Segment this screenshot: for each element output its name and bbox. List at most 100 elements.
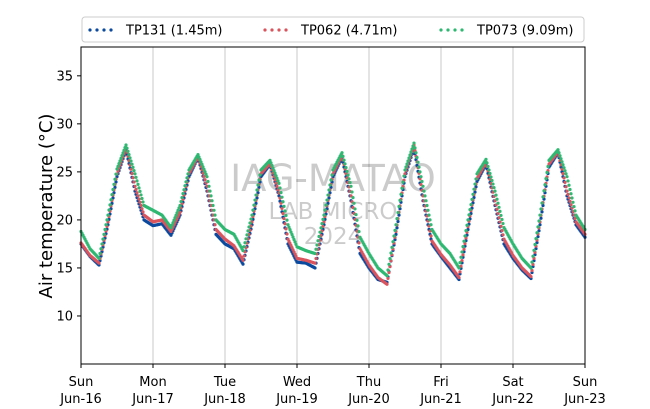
legend-marker (460, 28, 464, 32)
data-point (570, 196, 574, 200)
data-point (118, 159, 122, 163)
legend-marker (102, 28, 106, 32)
data-point (393, 228, 397, 232)
data-point (538, 213, 542, 217)
data-point (131, 165, 135, 169)
data-point (566, 179, 570, 183)
data-point (573, 209, 577, 213)
x-tick-label: Jun-17 (131, 392, 174, 407)
x-tick-day: Sat (502, 375, 523, 390)
data-point (323, 208, 327, 212)
y-axis-title: Air temperature (°C) (36, 114, 57, 299)
data-point (209, 194, 213, 198)
data-point (203, 178, 207, 182)
data-point (567, 183, 571, 187)
data-point (115, 167, 119, 171)
data-point (138, 189, 142, 194)
data-point (402, 174, 406, 178)
data-point (345, 169, 349, 173)
y-tick-label: 30 (56, 117, 73, 132)
data-point (176, 208, 180, 213)
data-point (204, 172, 208, 176)
data-point (196, 152, 200, 157)
data-point (280, 195, 284, 199)
data-point (288, 228, 292, 232)
data-point (418, 170, 422, 174)
data-point (278, 186, 282, 190)
data-point (351, 196, 355, 200)
data-point (273, 171, 277, 175)
y-axis: 10 15 20 25 30 35 (56, 69, 81, 324)
data-point (495, 197, 499, 201)
data-point (428, 218, 432, 222)
data-point (252, 203, 256, 207)
legend-marker (95, 28, 99, 32)
data-point (393, 238, 397, 242)
data-point (473, 190, 477, 194)
x-tick-label: Jun-16 (59, 392, 102, 407)
data-point (492, 185, 496, 190)
data-point (416, 160, 420, 164)
data-point (541, 203, 545, 208)
data-point (569, 203, 573, 207)
data-point (386, 268, 390, 272)
data-point (356, 224, 360, 228)
data-point (327, 188, 331, 192)
data-point (113, 177, 117, 181)
data-point (491, 182, 495, 186)
data-point (213, 223, 217, 227)
data-point (203, 170, 207, 174)
data-point (500, 217, 504, 222)
data-point (346, 173, 350, 177)
data-point (244, 237, 248, 241)
plot-frame (80, 46, 586, 365)
data-point (461, 253, 465, 257)
data-point (109, 198, 113, 202)
data-point (563, 169, 567, 173)
data-point (283, 209, 287, 213)
data-point (117, 162, 121, 166)
data-point (106, 213, 110, 217)
x-tick-label: Jun-18 (203, 392, 246, 407)
data-point (394, 223, 398, 227)
data-point (474, 177, 478, 181)
data-point (200, 162, 204, 167)
data-point (347, 177, 351, 181)
data-point (473, 182, 477, 186)
data-point (566, 192, 570, 197)
data-point (571, 200, 575, 204)
legend-label: TP073 (9.09m) (476, 24, 573, 39)
data-point (284, 227, 288, 231)
data-point (568, 187, 572, 192)
data-point (198, 157, 202, 162)
data-point (407, 156, 411, 160)
data-point (320, 222, 324, 226)
data-point (460, 250, 464, 254)
data-point (400, 186, 404, 190)
data-point (490, 178, 494, 183)
data-point (99, 247, 103, 251)
data-point (321, 217, 325, 221)
data-point (561, 171, 565, 176)
data-point (174, 213, 178, 217)
data-point (395, 217, 399, 221)
data-point (135, 179, 139, 183)
data-point (255, 188, 259, 192)
data-point (243, 241, 247, 245)
data-point (499, 224, 503, 228)
data-point (413, 146, 417, 150)
data-point (488, 171, 492, 176)
data-point (355, 218, 359, 222)
data-point (208, 189, 212, 193)
data-point (462, 247, 466, 251)
data-point (248, 221, 252, 225)
data-point (125, 146, 129, 150)
y-tick-label: 25 (56, 165, 73, 180)
data-point (563, 180, 567, 184)
data-point (458, 270, 462, 274)
data-point (241, 249, 245, 253)
data-point (173, 216, 177, 220)
data-point (536, 235, 540, 239)
data-point (241, 262, 245, 266)
data-point (178, 203, 182, 208)
